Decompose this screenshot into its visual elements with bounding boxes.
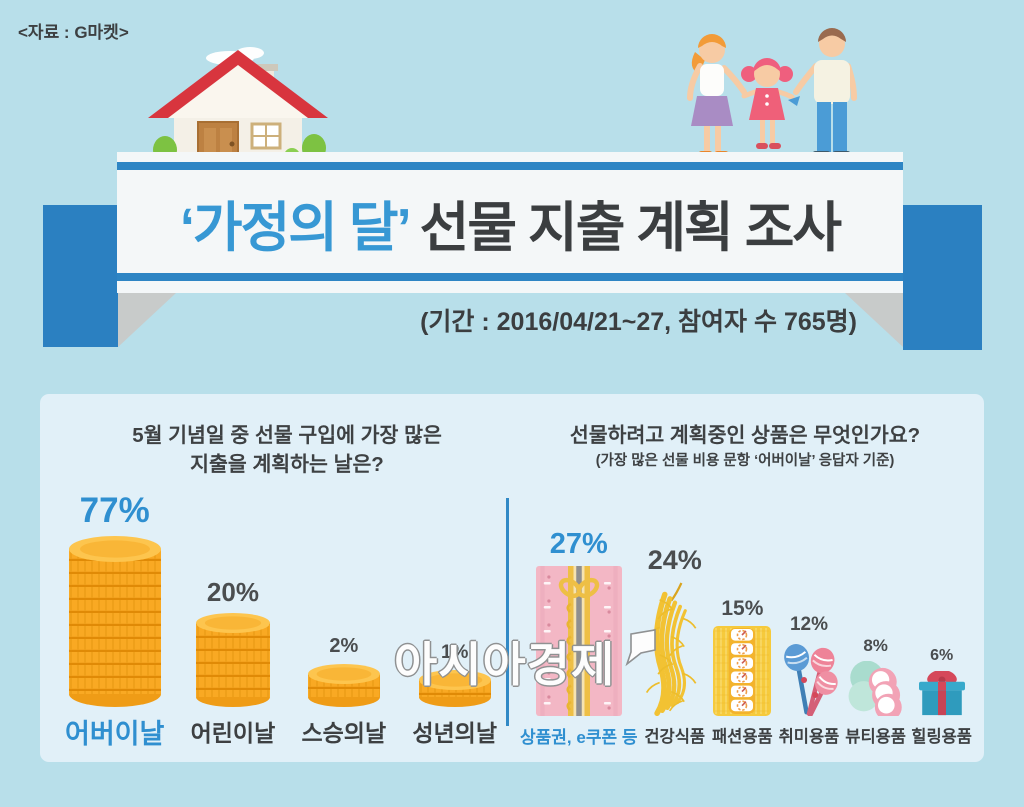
coin-stack-icon xyxy=(418,670,491,707)
memorial-day-item: 1% 성년의날 xyxy=(412,643,497,746)
survey-panel: 5월 기념일 중 선물 구입에 가장 많은 지출을 계획하는 날은? 선물하려고… xyxy=(40,394,984,762)
chart-divider xyxy=(506,498,509,726)
percent-value: 20% xyxy=(206,577,259,607)
right-question-note: (가장 많은 선물 비용 문항 ‘어버이날’ 응답자 기준) xyxy=(595,452,895,469)
left-chart-bars: 77% 어버이날 20% 어린이날 2% xyxy=(65,493,497,749)
title-rest: 선물 지출 계획 조사 xyxy=(408,198,842,258)
ribbon-fold-left xyxy=(118,293,176,347)
day-label: 스승의날 xyxy=(301,720,387,746)
percent-value: 27% xyxy=(549,528,608,560)
product-item: 24% 건강식품 xyxy=(643,545,707,747)
product-item: 12% 취미용품 xyxy=(778,615,840,746)
wrapped-gift-voucher-icon xyxy=(535,566,622,716)
fashion-item-icon xyxy=(713,626,772,716)
product-label: 건강식품 xyxy=(644,728,706,746)
left-question: 5월 기념일 중 선물 구입에 가장 많은 지출을 계획하는 날은? xyxy=(72,422,502,479)
product-label: 취미용품 xyxy=(778,728,840,746)
product-label: 뷰티용품 xyxy=(845,728,906,746)
page-title: ‘가정의 달’ 선물 지출 계획 조사 xyxy=(117,183,903,262)
percent-value: 77% xyxy=(79,491,150,530)
percent-value: 2% xyxy=(329,635,359,657)
coin-stack-icon xyxy=(195,613,270,707)
product-item: 15% 패션용품 xyxy=(712,598,773,746)
right-question: 선물하려고 계획중인 상품은 무엇인가요? (가장 많은 선물 비용 문항 ‘어… xyxy=(510,422,980,471)
product-item: 6% 힐링용품 xyxy=(911,647,972,747)
source-label: <자료 : G마켓> xyxy=(18,23,129,42)
coin-stack-icon xyxy=(68,536,161,707)
product-label: 힐링용품 xyxy=(911,728,972,746)
house-illustration-icon xyxy=(148,47,328,168)
survey-period: (기간 : 2016/04/21~27, 참여자 수 765명) xyxy=(420,308,857,336)
coin-stack-icon xyxy=(307,664,380,707)
percent-value: 6% xyxy=(930,647,954,664)
percent-value: 12% xyxy=(789,614,829,635)
percent-value: 8% xyxy=(863,636,888,655)
title-banner: ‘가정의 달’ 선물 지출 계획 조사 xyxy=(117,152,903,293)
gift-box-icon xyxy=(918,671,965,716)
right-question-title: 선물하려고 계획중인 상품은 무엇인가요? xyxy=(569,424,921,447)
day-label: 어버이날 xyxy=(65,718,165,749)
left-question-line1: 5월 기념일 중 선물 구입에 가장 많은 xyxy=(132,424,442,447)
percent-value: 15% xyxy=(721,597,764,620)
product-label: 패션용품 xyxy=(712,728,773,746)
ribbon-end-right xyxy=(903,205,982,350)
right-chart-bars: 27% 상품권, e쿠폰 등 24% 건강식품 15% 패션용품 12% xyxy=(520,502,972,747)
product-label: 상품권, e쿠폰 등 xyxy=(520,727,638,747)
ribbon-end-left xyxy=(43,205,118,347)
memorial-day-item: 77% 어버이날 xyxy=(65,491,165,749)
day-label: 성년의날 xyxy=(412,720,497,746)
hobby-rackets-icon xyxy=(784,644,838,716)
ginseng-icon xyxy=(645,582,697,716)
left-question-line2: 지출을 계획하는 날은? xyxy=(190,452,384,476)
title-highlight: ‘가정의 달’ xyxy=(179,198,410,258)
product-item: 8% 뷰티용품 xyxy=(845,637,906,746)
beauty-compacts-icon xyxy=(848,661,902,716)
ribbon-fold-right xyxy=(845,293,903,347)
memorial-day-item: 20% 어린이날 xyxy=(191,579,276,746)
memorial-day-item: 2% 스승의날 xyxy=(301,636,386,746)
percent-value: 1% xyxy=(440,642,469,663)
day-label: 어린이날 xyxy=(190,720,276,746)
percent-value: 24% xyxy=(647,545,702,575)
product-item: 27% 상품권, e쿠폰 등 xyxy=(520,528,638,747)
family-illustration-icon xyxy=(687,28,857,158)
